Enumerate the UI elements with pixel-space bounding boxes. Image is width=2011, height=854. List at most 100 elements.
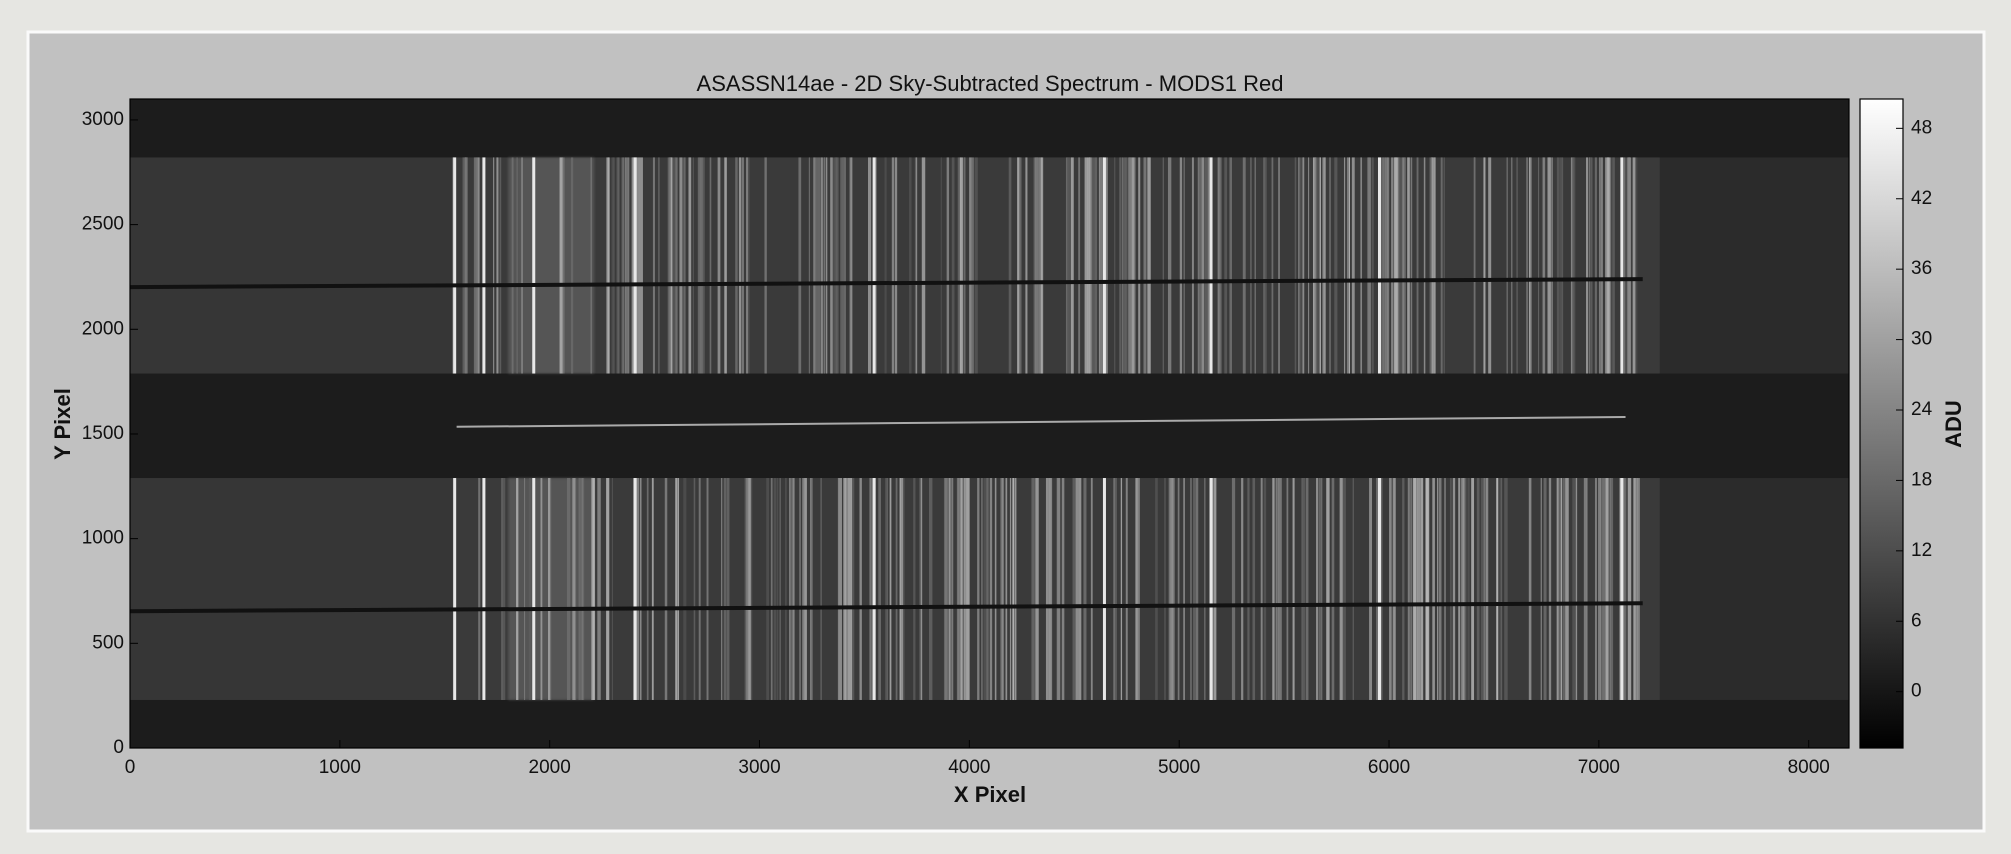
- plot-frame: [129, 98, 1850, 749]
- sky-line: [1499, 478, 1502, 700]
- sky-line: [570, 157, 574, 374]
- sky-line: [989, 478, 993, 700]
- sky-line: [1506, 157, 1508, 374]
- sky-line: [1528, 478, 1532, 700]
- sky-line: [746, 478, 750, 700]
- sky-line: [1319, 157, 1321, 374]
- sky-line: [590, 157, 592, 374]
- sky-line: [1224, 157, 1228, 374]
- sky-line: [1526, 157, 1528, 374]
- sky-line: [1008, 157, 1012, 374]
- sky-line: [870, 478, 873, 700]
- slit-left: [130, 157, 452, 374]
- sky-line: [499, 157, 502, 374]
- sky-line: [592, 478, 595, 700]
- sky-line: [1417, 478, 1421, 700]
- sky-line: [636, 478, 640, 700]
- sky-line: [764, 157, 767, 374]
- sky-line: [1070, 157, 1074, 374]
- sky-line: [1627, 478, 1632, 700]
- sky-line: [1314, 157, 1318, 374]
- sky-line: [688, 157, 692, 374]
- colorbar-tick-label: 18: [1911, 469, 1932, 490]
- sky-line: [1031, 478, 1035, 700]
- sky-line: [804, 478, 807, 700]
- sky-line: [1131, 157, 1135, 374]
- trace: [129, 277, 1643, 290]
- sky-line: [966, 478, 970, 700]
- sky-line: [1286, 478, 1289, 700]
- bright-line: [482, 478, 486, 700]
- sky-line: [1565, 478, 1569, 700]
- sky-line: [983, 478, 987, 700]
- sky-line: [683, 157, 686, 374]
- sky-line: [798, 157, 802, 374]
- sky-line: [578, 478, 581, 700]
- sky-line: [562, 157, 565, 374]
- sky-line: [1048, 478, 1052, 700]
- sky-line: [1393, 157, 1397, 374]
- sky-line: [1607, 157, 1609, 374]
- sky-line: [1303, 478, 1306, 700]
- sky-line: [1134, 157, 1136, 374]
- sky-line: [1382, 157, 1386, 374]
- sky-line: [618, 157, 620, 374]
- sky-line: [802, 478, 806, 700]
- sky-line: [974, 157, 978, 374]
- sky-line: [1005, 478, 1008, 700]
- sky-line: [1119, 157, 1121, 374]
- sky-line: [1275, 478, 1278, 700]
- sky-line: [473, 157, 477, 374]
- sky-line: [1272, 478, 1275, 700]
- sky-line: [613, 157, 615, 374]
- sky-line: [1425, 478, 1429, 700]
- sky-line: [1611, 157, 1615, 374]
- sky-line: [1204, 157, 1208, 374]
- sky-line: [566, 478, 571, 700]
- sky-line: [1440, 157, 1443, 374]
- sky-line: [1263, 157, 1266, 374]
- sky-line: [1480, 478, 1484, 700]
- sky-line: [959, 478, 963, 700]
- object-trace: [456, 416, 1626, 428]
- sky-line: [1342, 478, 1346, 700]
- sky-line: [843, 478, 847, 700]
- sky-line: [1473, 157, 1476, 374]
- bright-line: [633, 157, 637, 374]
- sky-line: [1389, 478, 1392, 700]
- sky-line: [1412, 478, 1417, 700]
- sky-line: [1025, 157, 1028, 374]
- sky-line: [724, 157, 727, 374]
- sky-line: [1322, 157, 1326, 374]
- sky-line: [723, 478, 727, 700]
- sky-line: [1247, 478, 1249, 700]
- sky-line: [1201, 157, 1205, 374]
- sky-line: [1483, 157, 1486, 374]
- sky-line: [1467, 478, 1470, 700]
- sky-line: [1197, 157, 1200, 374]
- sky-line: [889, 478, 892, 700]
- sky-line: [1046, 478, 1050, 700]
- sky-line: [1183, 478, 1185, 700]
- sky-line: [1195, 478, 1199, 700]
- sky-line: [1125, 478, 1128, 700]
- sky-line: [1501, 478, 1503, 700]
- sky-line: [790, 478, 794, 700]
- sky-line: [1368, 157, 1370, 374]
- sky-line: [632, 157, 634, 374]
- sky-line: [987, 478, 990, 700]
- continuum-glow: [508, 157, 595, 374]
- sky-line: [1329, 157, 1331, 374]
- sky-line: [1319, 478, 1321, 700]
- sky-line: [1636, 157, 1638, 374]
- sky-line: [1504, 478, 1508, 700]
- x-tick-label: 8000: [1788, 757, 1830, 778]
- sky-line: [830, 157, 833, 374]
- sky-line: [741, 157, 744, 374]
- sky-line: [950, 478, 954, 700]
- sky-line: [909, 157, 912, 374]
- sky-line: [626, 157, 629, 374]
- sky-line: [1556, 157, 1560, 374]
- sky-line: [981, 478, 983, 700]
- sky-line: [679, 157, 683, 374]
